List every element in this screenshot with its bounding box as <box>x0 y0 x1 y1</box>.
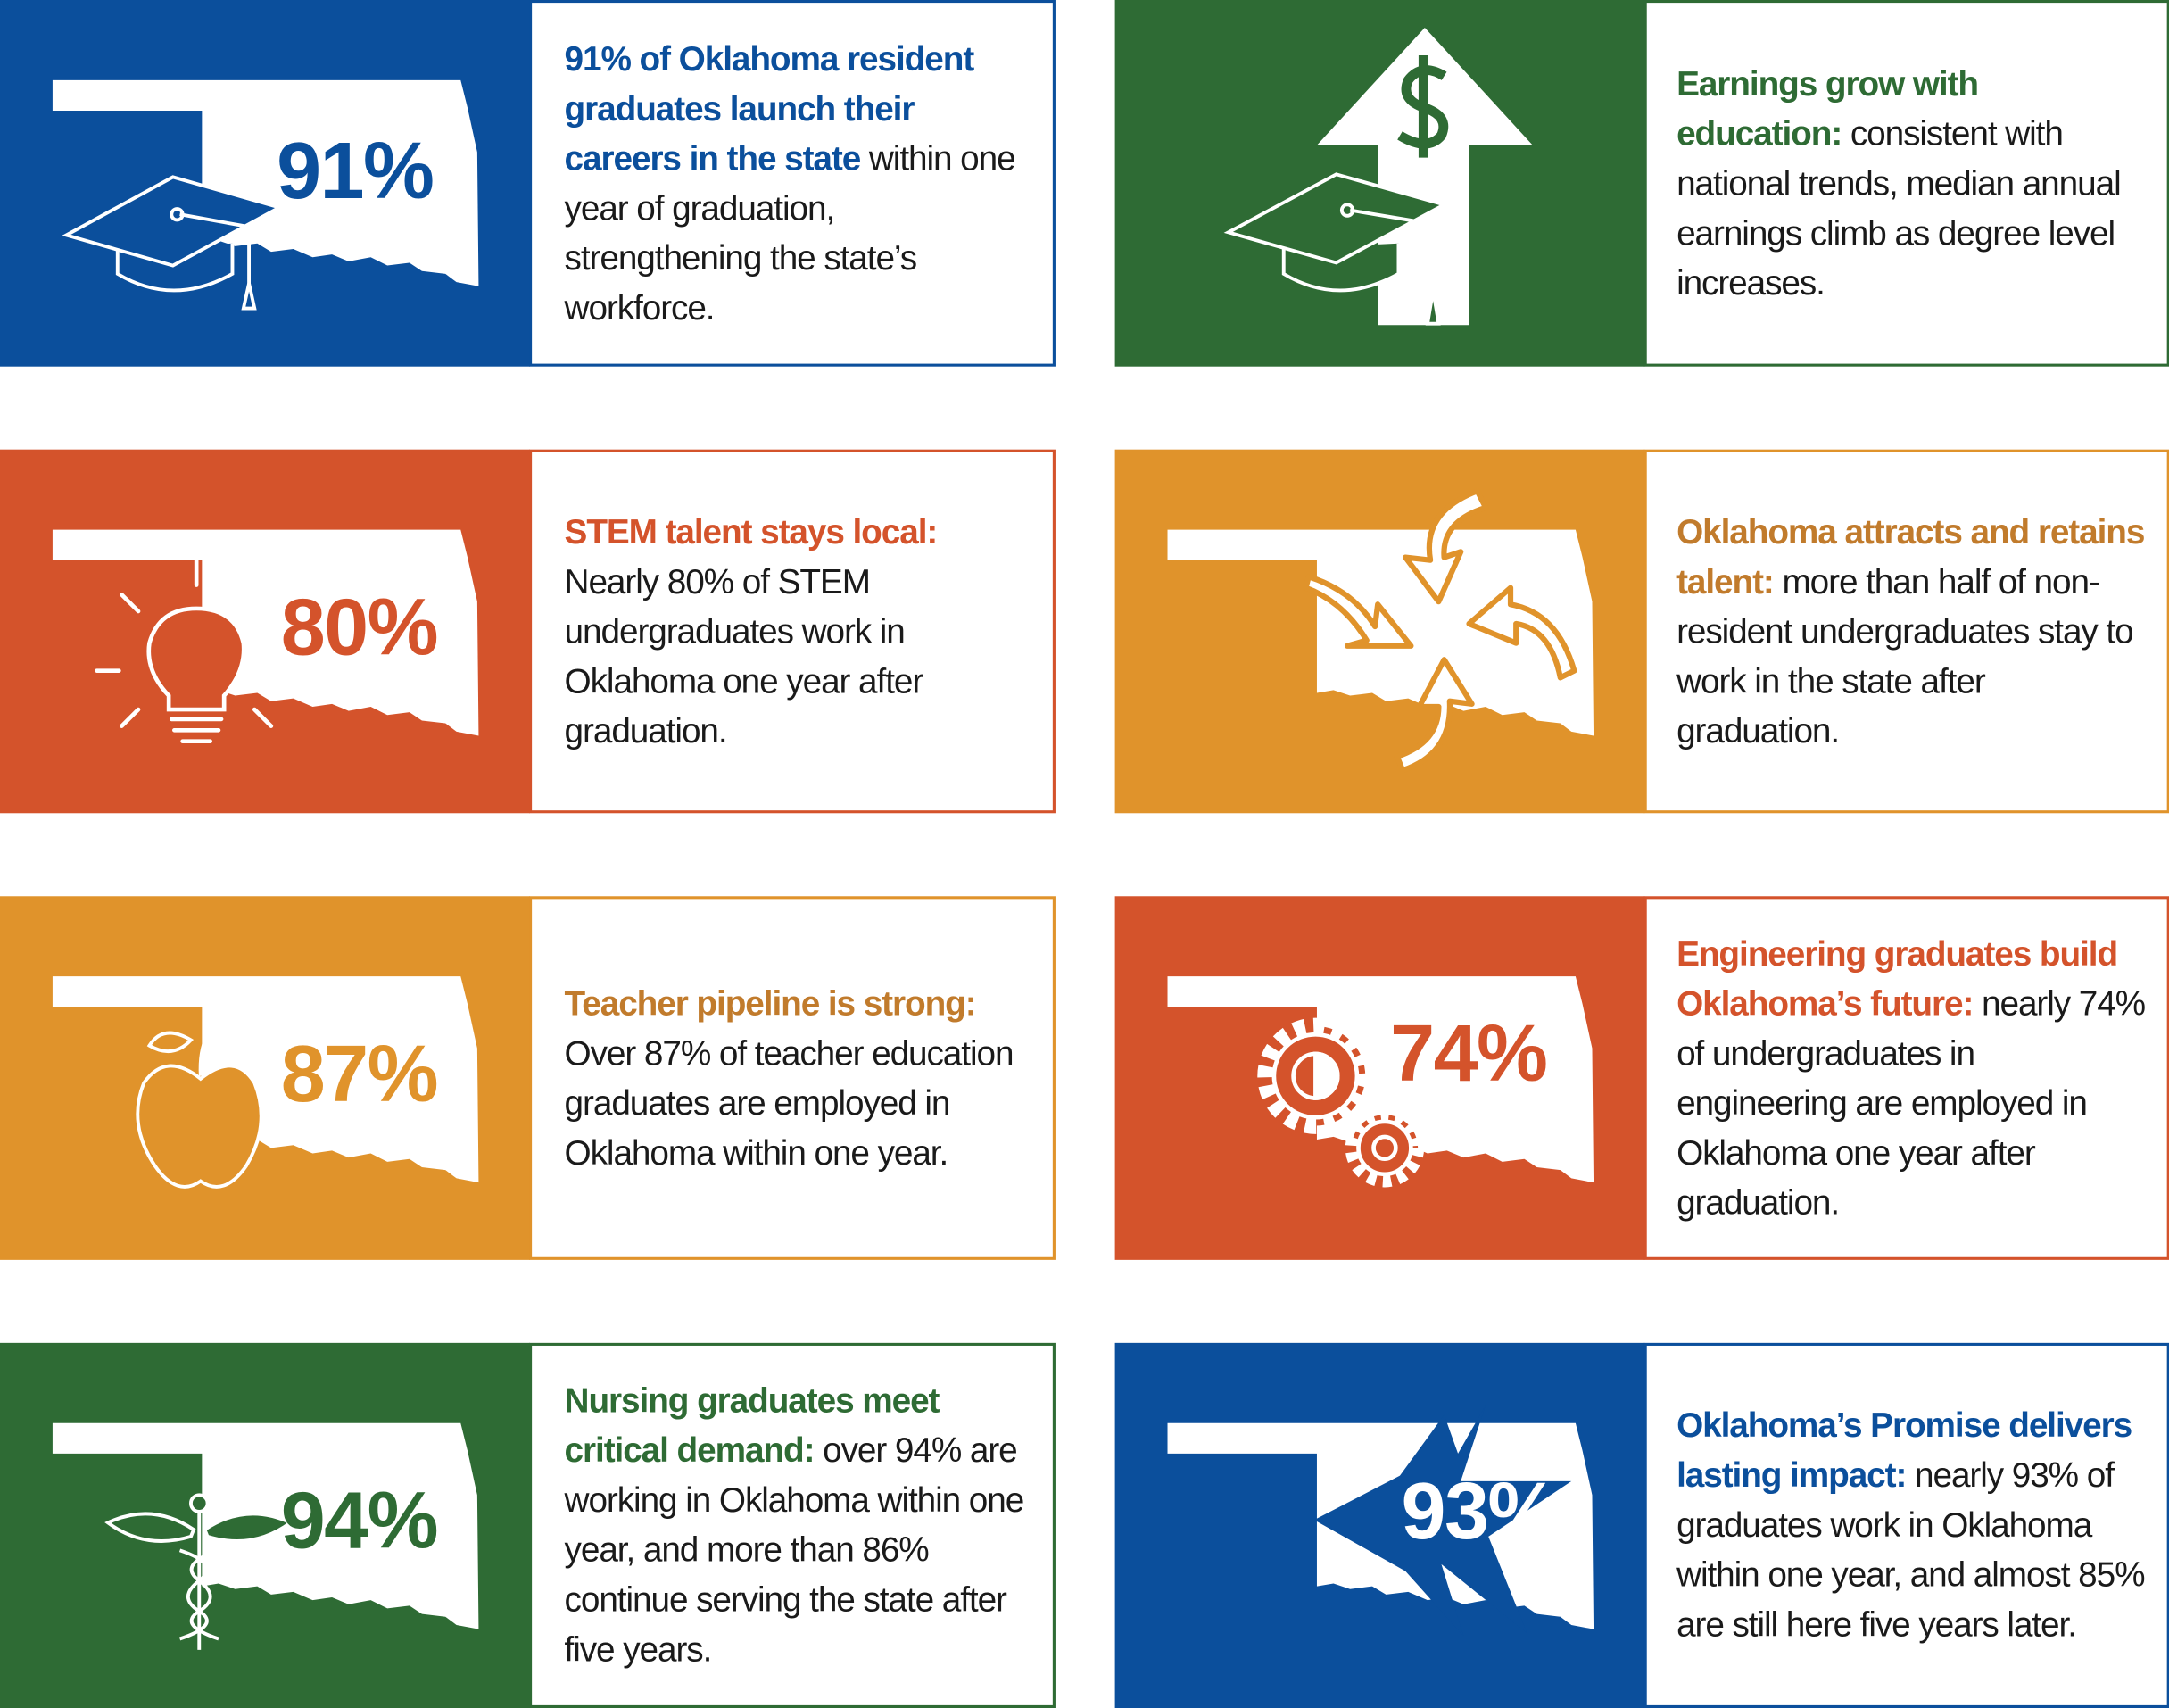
body: nearly 93% of graduates work in Oklahoma… <box>1676 1455 2146 1645</box>
body: Nearly 80% of STEM undergraduates work i… <box>564 561 924 750</box>
card-text: Oklahoma attracts and retains talent: mo… <box>1676 450 2147 814</box>
lead: Nursing graduates meet critical demand: <box>564 1381 940 1471</box>
body: more than half of non-resident undergrad… <box>1676 561 2134 750</box>
text-box <box>1643 896 2169 1260</box>
card: 94% Nursing graduates meet critical dema… <box>0 1342 1056 1708</box>
grad-cap-icon <box>62 175 285 311</box>
body: Over 87% of teacher education graduates … <box>564 1033 1014 1173</box>
star-icon <box>1313 1405 1572 1637</box>
gears-icon <box>1257 1017 1425 1188</box>
caduceus-icon <box>104 1493 294 1650</box>
stat: 94% <box>281 1477 437 1566</box>
card: 74% Engineering graduates build Oklahoma… <box>1114 896 2169 1260</box>
card-text: Oklahoma’s Promise delivers lasting impa… <box>1676 1343 2147 1708</box>
text-area: STEM talent stays local: Nearly 80% of S… <box>565 450 1035 814</box>
card: 91% 91% of Oklahoma resident graduates l… <box>0 0 1056 367</box>
text-area: Oklahoma attracts and retains talent: mo… <box>1676 450 2147 814</box>
lead: STEM talent stays local: <box>564 512 939 551</box>
lead: 91% of Oklahoma resident graduates launc… <box>564 39 975 178</box>
text-area: Earnings grow with education: consistent… <box>1676 0 2147 367</box>
stat: 74% <box>1390 1009 1546 1099</box>
card-text: Nursing graduates meet critical demand: … <box>565 1343 1035 1708</box>
body: within one year of graduation, strengthe… <box>564 138 1016 328</box>
text-box <box>529 896 1056 1260</box>
body: nearly 74% of undergraduates in engineer… <box>1676 983 2146 1223</box>
dollar-icon <box>1397 54 1449 158</box>
lead: Oklahoma’s Promise delivers lasting impa… <box>1676 1406 2132 1496</box>
lead: Earnings grow with education: <box>1676 64 1979 153</box>
card: 87% Teacher pipeline is strong: Over 87%… <box>0 896 1056 1260</box>
arrows-icon <box>1303 488 1577 774</box>
stat: 80% <box>281 584 437 673</box>
text-area: Engineering graduates build Oklahoma’s f… <box>1676 896 2147 1260</box>
text-box <box>529 1342 1056 1708</box>
arrow-icon <box>1316 27 1533 326</box>
card: Oklahoma attracts and retains talent: mo… <box>1114 449 2169 814</box>
card-text: Engineering graduates build Oklahoma’s f… <box>1676 896 2147 1260</box>
grad-cap-icon <box>1223 172 1449 326</box>
body: consistent with national trends, median … <box>1676 113 2122 303</box>
card: 80% STEM talent stays local: Nearly 80% … <box>0 449 1056 814</box>
lead: Engineering graduates build Oklahoma’s f… <box>1676 933 2118 1024</box>
text-area: Teacher pipeline is strong: Over 87% of … <box>565 896 1035 1260</box>
text-area: Oklahoma’s Promise delivers lasting impa… <box>1676 1343 2147 1708</box>
text-area: Nursing graduates meet critical demand: … <box>565 1343 1035 1708</box>
bulb-icon <box>95 558 293 744</box>
text-box <box>1643 0 2169 367</box>
text-box <box>1643 1342 2169 1708</box>
card: Earnings grow with education: consistent… <box>1114 0 2169 367</box>
text-box <box>529 0 1056 367</box>
card-text: STEM talent stays local: Nearly 80% of S… <box>565 450 1035 814</box>
lead: Teacher pipeline is strong: <box>564 983 977 1024</box>
stat: 93% <box>1402 1467 1558 1556</box>
text-area: 91% of Oklahoma resident graduates launc… <box>565 0 1035 367</box>
apple-icon <box>136 1031 263 1189</box>
card-text: Earnings grow with education: consistent… <box>1676 0 2147 367</box>
stat: 87% <box>281 1030 437 1119</box>
text-box <box>1643 449 2169 814</box>
stat: 91% <box>277 127 433 216</box>
text-box <box>529 449 1056 814</box>
card-text: Teacher pipeline is strong: Over 87% of … <box>565 896 1035 1260</box>
lead: Oklahoma attracts and retains talent: <box>1676 512 2145 601</box>
card-text: 91% of Oklahoma resident graduates launc… <box>565 0 1035 367</box>
card: 93% Oklahoma’s Promise delivers lasting … <box>1114 1342 2169 1708</box>
body: over 94% are working in Oklahoma within … <box>564 1431 1025 1670</box>
